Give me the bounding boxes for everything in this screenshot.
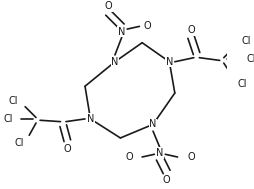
Text: Cl: Cl	[9, 96, 18, 106]
Text: N: N	[118, 27, 125, 37]
Text: Cl: Cl	[246, 54, 254, 64]
Text: O: O	[162, 175, 170, 185]
Text: O: O	[186, 152, 194, 162]
Text: Cl: Cl	[241, 36, 250, 46]
Text: N: N	[86, 114, 94, 124]
Text: O: O	[187, 26, 194, 36]
Text: N: N	[165, 57, 172, 67]
Text: N: N	[111, 57, 118, 67]
Text: O: O	[143, 21, 151, 31]
Text: Cl: Cl	[236, 79, 246, 88]
Text: N: N	[155, 148, 163, 158]
Text: O: O	[104, 1, 112, 11]
Text: O: O	[63, 144, 71, 154]
Text: N: N	[149, 119, 156, 129]
Text: Cl: Cl	[3, 114, 13, 124]
Text: Cl: Cl	[14, 138, 24, 148]
Text: O: O	[124, 152, 132, 162]
